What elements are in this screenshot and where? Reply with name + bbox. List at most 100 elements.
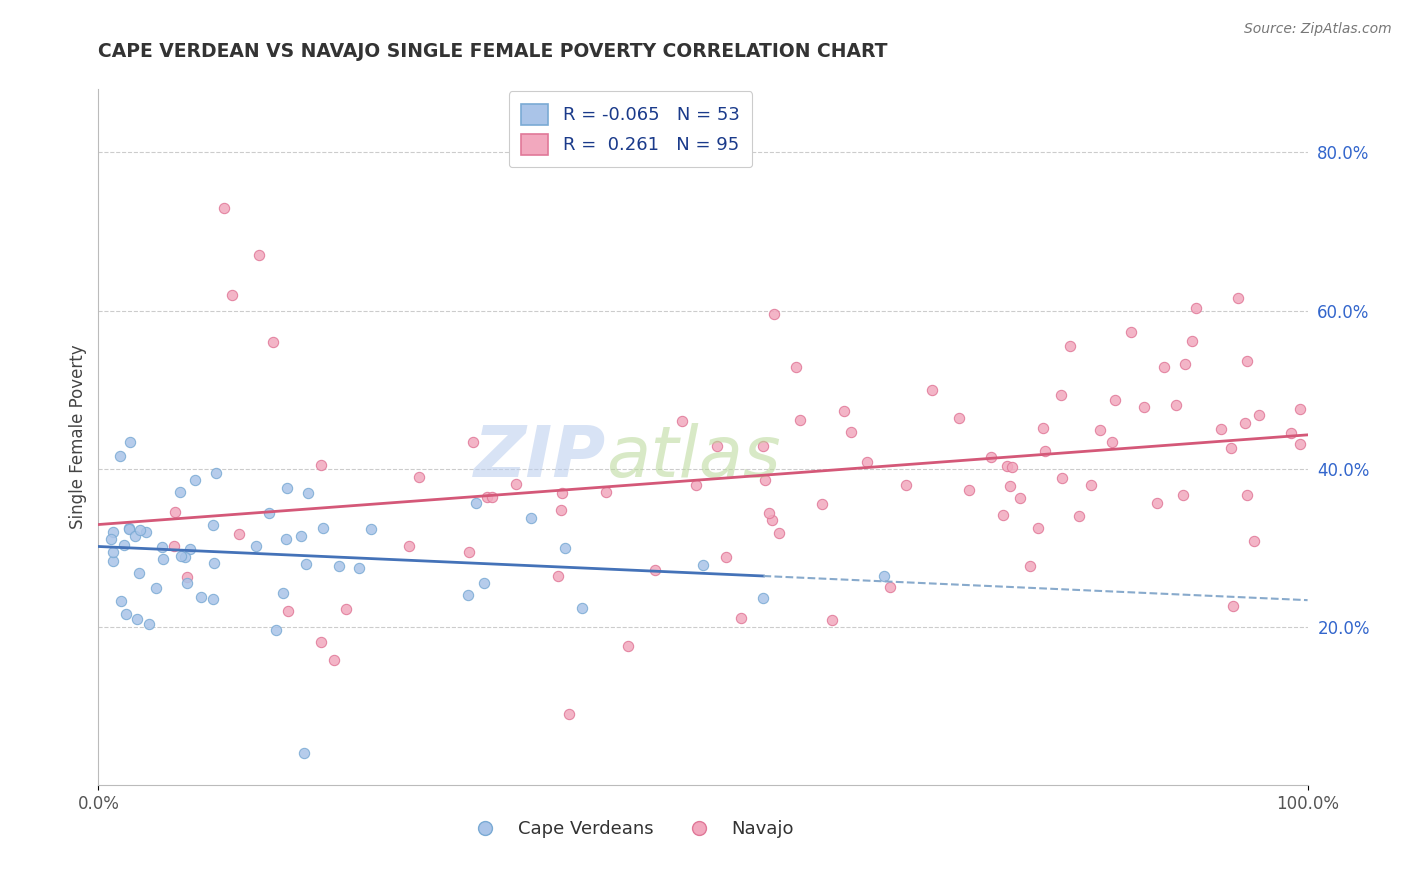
Point (896, 478, 918, 492)
Point (398, 539, 420, 553)
Point (1000, 460, 1022, 475)
Point (297, 485, 319, 500)
Point (692, 558, 714, 573)
Point (118, 434, 141, 449)
Point (124, 529, 146, 543)
Point (617, 639, 640, 653)
Point (706, 439, 728, 453)
Point (360, 522, 382, 536)
Point (789, 413, 811, 427)
Point (176, 570, 198, 584)
Point (832, 404, 855, 418)
Point (820, 613, 842, 627)
Point (309, 635, 332, 649)
Point (1050, 388, 1073, 402)
Text: Source: ZipAtlas.com: Source: ZipAtlas.com (1244, 22, 1392, 37)
Point (170, 549, 193, 564)
Point (1033, 444, 1056, 458)
Point (558, 706, 581, 721)
Point (179, 542, 201, 557)
Point (472, 576, 495, 591)
Point (169, 485, 191, 500)
Point (110, 449, 132, 463)
Point (1222, 599, 1244, 613)
Point (811, 497, 834, 511)
Point (1181, 334, 1204, 349)
Point (184, 473, 207, 487)
Point (855, 454, 877, 468)
Point (335, 602, 357, 616)
Y-axis label: Single Female Poverty: Single Female Poverty (69, 345, 87, 529)
Point (1243, 534, 1265, 549)
Point (1184, 301, 1206, 316)
Point (110, 594, 132, 608)
Point (754, 473, 776, 487)
Point (173, 550, 195, 565)
Point (714, 550, 737, 565)
Point (176, 576, 198, 591)
Point (595, 485, 617, 500)
Point (1164, 398, 1187, 412)
Point (752, 439, 775, 453)
Point (571, 601, 593, 615)
Point (292, 747, 315, 761)
Point (1279, 425, 1302, 440)
Point (993, 508, 1015, 522)
Point (245, 539, 267, 553)
Point (873, 568, 896, 582)
Point (505, 476, 527, 491)
Point (115, 607, 138, 621)
Point (290, 529, 312, 543)
Point (152, 552, 174, 566)
Point (547, 569, 569, 583)
Point (475, 491, 498, 505)
Point (481, 490, 503, 504)
Point (1026, 520, 1049, 534)
Point (1236, 354, 1258, 368)
Point (100, 532, 122, 546)
Text: ZIP: ZIP (474, 424, 606, 492)
Point (758, 506, 780, 520)
Point (228, 527, 250, 541)
Point (551, 486, 574, 500)
Point (247, 248, 270, 262)
Point (274, 532, 297, 546)
Point (112, 538, 135, 552)
Point (1101, 435, 1123, 450)
Point (118, 521, 141, 535)
Point (1080, 478, 1102, 492)
Point (457, 588, 479, 602)
Point (1104, 393, 1126, 408)
Point (135, 524, 157, 539)
Point (1146, 496, 1168, 510)
Point (1119, 326, 1142, 340)
Point (879, 580, 901, 594)
Point (685, 477, 707, 491)
Point (221, 287, 243, 301)
Point (1032, 420, 1054, 434)
Point (1052, 471, 1074, 485)
Point (128, 566, 150, 581)
Point (101, 554, 124, 568)
Point (266, 623, 288, 637)
Point (839, 425, 862, 439)
Point (190, 590, 212, 604)
Point (554, 541, 576, 556)
Point (761, 512, 783, 526)
Point (1288, 437, 1310, 451)
Point (309, 458, 332, 473)
Point (202, 556, 225, 570)
Point (295, 557, 318, 571)
Point (163, 539, 186, 553)
Point (1132, 401, 1154, 415)
Point (1211, 422, 1233, 436)
Point (1019, 559, 1042, 574)
Point (921, 383, 943, 397)
Legend: Cape Verdeans, Navajo: Cape Verdeans, Navajo (460, 814, 801, 846)
Point (998, 479, 1021, 493)
Point (644, 563, 666, 577)
Point (1249, 408, 1271, 422)
Point (277, 604, 299, 618)
Point (1069, 508, 1091, 523)
Point (125, 612, 148, 626)
